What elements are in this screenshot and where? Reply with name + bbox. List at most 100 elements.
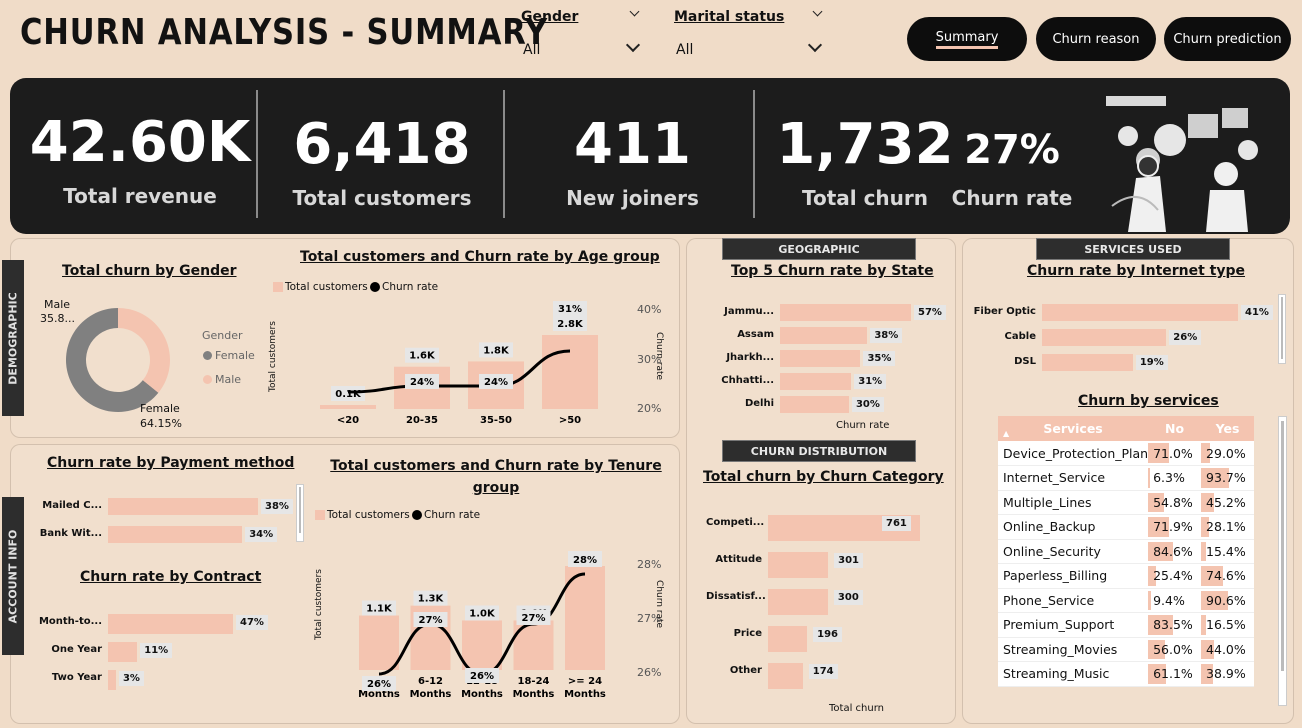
age-ylabel: Total customers [268, 321, 278, 392]
table-row[interactable]: Online_Security 84.6% 15.4% [998, 539, 1254, 564]
table-row[interactable]: Paperless_Billing 25.4% 74.6% [998, 563, 1254, 589]
marital-filter-select[interactable]: All [676, 42, 694, 58]
payment-scrollbar[interactable] [296, 484, 304, 542]
bar-value-label: 34% [245, 527, 278, 542]
legend-female[interactable]: Female [215, 349, 255, 362]
rate-label-bg [516, 610, 551, 625]
no-percent-cell: 61.1% [1148, 661, 1202, 687]
cell-value: 90.6% [1206, 592, 1246, 608]
bar[interactable] [780, 350, 861, 367]
cell-data-bar [1148, 566, 1156, 586]
rate-value-label: 31% [558, 304, 582, 315]
service-name-cell: Device_Protection_Plan [998, 441, 1149, 466]
bar-category-label: Chhatti... [721, 375, 774, 386]
no-percent-cell: 56.0% [1148, 637, 1202, 662]
x-tick-label: 6-12 [418, 676, 443, 687]
bar[interactable] [768, 663, 803, 689]
bar[interactable] [359, 615, 399, 670]
cell-data-bar [1148, 615, 1173, 635]
nav-churn-reason-button[interactable]: Churn reason [1036, 17, 1156, 61]
bar[interactable] [108, 642, 138, 662]
demographic-tab: DEMOGRAPHIC [2, 260, 24, 416]
age-legend-customers[interactable]: Total customers [285, 281, 368, 293]
bar-category-label: Two Year [51, 672, 102, 683]
state-chart-title: Top 5 Churn rate by State [731, 263, 934, 279]
divider [753, 90, 755, 218]
bar[interactable] [1042, 329, 1167, 346]
bar[interactable] [320, 405, 376, 409]
bar[interactable] [780, 304, 911, 321]
bar[interactable] [542, 335, 598, 409]
table-row[interactable]: Streaming_Music 61.1% 38.9% [998, 661, 1254, 687]
bar[interactable] [780, 327, 868, 344]
bar[interactable] [108, 498, 258, 515]
no-column-header[interactable]: No [1148, 416, 1202, 441]
cell-data-bar [1201, 566, 1224, 586]
bar-value-label: 174 [808, 664, 838, 679]
age-legend-rate[interactable]: Churn rate [382, 281, 439, 293]
gender-filter-clear-icon[interactable] [629, 6, 640, 17]
bar[interactable] [108, 670, 116, 690]
nav-summary-label: Summary [935, 30, 999, 49]
legend-male[interactable]: Male [215, 373, 242, 386]
bar[interactable] [780, 373, 852, 390]
bar[interactable] [1042, 304, 1238, 321]
cell-data-bar [1148, 468, 1150, 488]
table-row[interactable]: Multiple_Lines 54.8% 45.2% [998, 490, 1254, 515]
bar-value-label: 47% [236, 615, 268, 630]
chevron-down-icon[interactable] [807, 37, 823, 53]
sort-ascending-icon: ▲ [1003, 429, 1010, 438]
category-xlabel: Total churn [829, 703, 884, 714]
table-row[interactable]: Device_Protection_Plan 71.0% 29.0% [998, 441, 1254, 466]
cell-value: 28.1% [1206, 519, 1246, 535]
bar[interactable] [780, 396, 849, 413]
bar-value-label: 19% [1135, 355, 1168, 370]
bar[interactable] [462, 620, 502, 670]
churn-rate-line[interactable] [347, 349, 571, 394]
age-y2-tick: 30% [637, 353, 662, 366]
chevron-down-icon[interactable] [625, 37, 641, 53]
table-row[interactable]: Premium_Support 83.5% 16.5% [998, 612, 1254, 638]
gender-filter-label: Gender [521, 9, 579, 25]
table-row[interactable]: Phone_Service 9.4% 90.6% [998, 588, 1254, 613]
kpi-customers-value: 6,418 [293, 112, 471, 177]
bar[interactable] [108, 614, 233, 634]
cell-data-bar [1201, 590, 1228, 610]
bar[interactable] [768, 589, 828, 615]
table-row[interactable]: Internet_Service 6.3% 93.7% [998, 465, 1254, 491]
nav-churn-prediction-button[interactable]: Churn prediction [1164, 17, 1291, 61]
services-table-scrollbar[interactable] [1278, 416, 1287, 706]
services-used-tab: SERVICES USED [1036, 238, 1230, 260]
bar-value-label: 38% [870, 328, 903, 343]
marital-filter-clear-icon[interactable] [812, 6, 823, 17]
donut-slice-male[interactable] [118, 308, 170, 393]
bar[interactable] [768, 552, 829, 578]
table-row[interactable]: Streaming_Movies 56.0% 44.0% [998, 637, 1254, 662]
cell-data-bar [1148, 664, 1167, 684]
bar[interactable] [1042, 354, 1133, 371]
kpi-customers-label: Total customers [292, 186, 472, 210]
services-table: Services ▲ No Yes Device_Protection_Plan 7… [998, 416, 1254, 687]
bar-category-label: Dissatisf... [706, 591, 766, 602]
bar-value-label: 0.1K [335, 389, 362, 400]
cell-data-bar [1201, 541, 1206, 561]
rate-value-label: 27% [522, 613, 546, 624]
services-column-header[interactable]: Services ▲ [998, 416, 1149, 441]
yes-column-header[interactable]: Yes [1201, 416, 1254, 441]
gender-filter-select[interactable]: All [523, 42, 541, 58]
bar[interactable] [513, 620, 554, 670]
cell-value: 15.4% [1206, 543, 1246, 559]
bar[interactable] [565, 566, 605, 670]
gender-legend-title: Gender [202, 329, 243, 342]
tenure-legend-customers[interactable]: Total customers [327, 509, 410, 521]
nav-summary-button[interactable]: Summary [907, 17, 1027, 61]
table-row[interactable]: Online_Backup 71.9% 28.1% [998, 514, 1254, 540]
rate-label-bg [568, 552, 602, 567]
bar[interactable] [108, 526, 243, 543]
internet-scrollbar[interactable] [1278, 294, 1286, 364]
tenure-legend-rate[interactable]: Churn rate [424, 509, 481, 521]
x-tick-label: Months [564, 689, 606, 700]
bar[interactable] [768, 626, 808, 652]
age-y2-tick: 40% [637, 303, 662, 316]
donut-slice-female[interactable] [66, 308, 159, 412]
